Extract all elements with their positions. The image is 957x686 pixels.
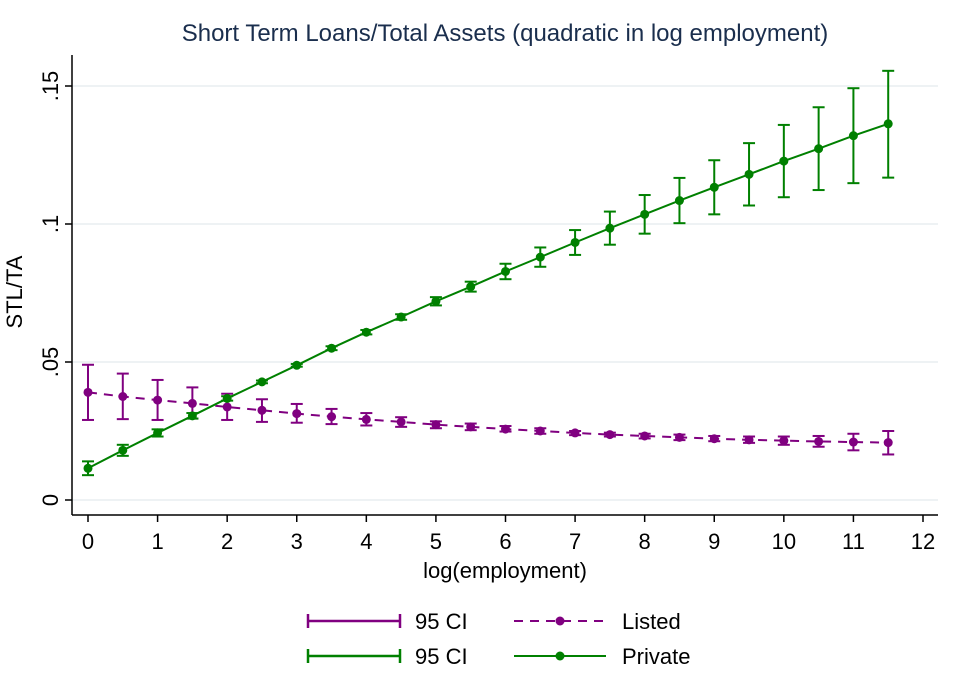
legend-private-label: Private [622,644,690,669]
point-listed-21 [814,436,824,446]
x-tick-label-12: 12 [911,529,935,554]
point-private-2 [153,428,163,438]
point-private-4 [222,393,232,403]
legend-private-marker [555,651,565,661]
point-listed-0 [83,387,93,397]
y-tick-label-0: 0 [38,494,63,506]
series-listed [82,363,895,456]
point-private-19 [744,169,754,179]
legend: 95 CI Listed 95 CI Private [306,609,690,669]
point-listed-12 [501,424,510,434]
point-listed-18 [709,434,719,444]
x-tick-label-1: 1 [151,529,163,554]
y-axis-label: STL/TA [2,255,27,328]
point-private-15 [605,223,615,233]
point-private-5 [257,377,267,387]
point-listed-3 [187,398,197,408]
x-tick-label-5: 5 [430,529,442,554]
line-private [87,122,889,470]
x-tick-label-0: 0 [82,529,94,554]
chart-title: Short Term Loans/Total Assets (quadratic… [182,20,829,47]
y-ticks: 0 .05 .1 .15 [38,71,72,506]
series-private [82,69,895,477]
legend-item-private: Private [514,644,690,669]
point-listed-8 [361,414,371,424]
point-private-9 [396,312,406,322]
legend-item-listed-ci: 95 CI [306,609,468,634]
legend-listed-label: Listed [622,609,681,634]
point-listed-7 [327,412,337,422]
point-private-17 [674,196,684,206]
point-listed-1 [118,392,128,401]
point-private-14 [570,237,580,247]
line-listed [87,391,889,444]
point-private-3 [187,411,197,421]
legend-listed-ci-label: 95 CI [415,609,468,634]
point-private-12 [501,266,510,276]
point-private-11 [466,282,476,292]
point-listed-17 [674,432,684,442]
point-private-1 [118,445,128,455]
point-private-18 [709,182,719,192]
point-listed-19 [744,435,754,445]
point-private-23 [883,119,893,129]
point-listed-14 [570,428,580,438]
point-listed-11 [466,422,476,432]
y-tick-label-2: .1 [38,215,63,233]
point-listed-2 [153,395,163,405]
series-layer [82,69,895,477]
point-listed-9 [396,417,406,427]
x-tick-label-11: 11 [842,529,865,554]
point-listed-5 [257,405,267,415]
point-private-7 [327,343,337,353]
x-tick-label-9: 9 [708,529,720,554]
legend-private-ci-label: 95 CI [415,644,468,669]
point-private-10 [431,296,441,306]
point-listed-13 [535,426,545,436]
x-tick-label-8: 8 [639,529,651,554]
x-tick-label-7: 7 [569,529,581,554]
x-tick-label-2: 2 [221,529,233,554]
x-ticks: 0 1 2 3 4 5 6 7 8 9 10 11 12 [82,515,935,554]
point-private-8 [361,327,371,337]
legend-item-private-ci: 95 CI [306,644,468,669]
axes [71,55,938,516]
grid [72,85,938,501]
y-tick-label-1: .05 [38,347,63,378]
point-listed-10 [431,420,441,430]
x-axis-label: log(employment) [423,558,587,583]
point-listed-4 [222,402,232,412]
x-tick-label-10: 10 [772,529,796,554]
point-listed-22 [848,437,858,447]
point-private-13 [535,252,545,262]
x-tick-label-3: 3 [291,529,303,554]
legend-item-listed: Listed [514,609,681,634]
point-private-0 [83,463,93,473]
point-private-21 [814,144,824,154]
point-private-20 [779,156,789,166]
point-listed-15 [605,430,615,440]
point-private-16 [640,209,650,219]
x-tick-label-6: 6 [499,529,511,554]
point-private-22 [848,131,858,141]
point-listed-16 [640,431,650,441]
point-listed-6 [292,409,302,419]
legend-listed-marker [555,616,565,626]
point-private-6 [292,360,302,370]
y-tick-label-3: .15 [38,71,63,102]
point-listed-23 [883,438,893,448]
point-listed-20 [779,436,789,446]
x-tick-label-4: 4 [360,529,372,554]
